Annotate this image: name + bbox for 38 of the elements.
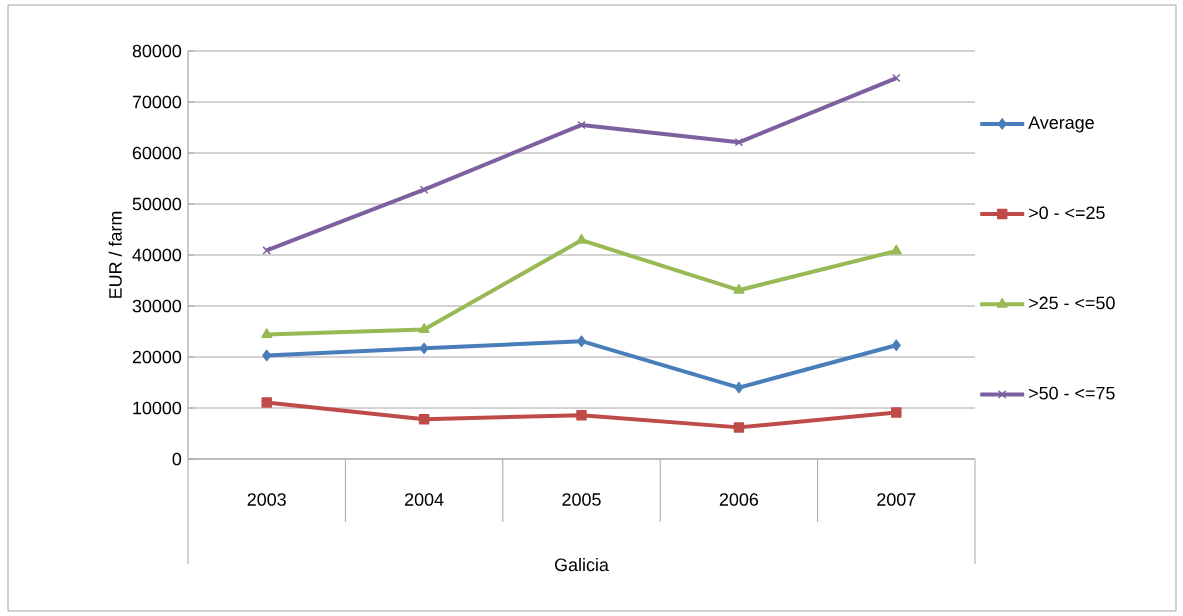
- y-tick-label: 80000: [132, 44, 182, 58]
- point: [262, 246, 271, 255]
- y-tick-label: 50000: [132, 197, 182, 211]
- point: [261, 397, 272, 408]
- legend-label: Average: [1028, 116, 1094, 133]
- y-tick-label: 0: [172, 452, 182, 466]
- x-tick-label: 2006: [719, 493, 759, 506]
- point: [733, 283, 745, 294]
- x-tick-label: 2007: [877, 493, 916, 506]
- x-tick-label: 2004: [405, 493, 444, 506]
- point: [892, 73, 901, 83]
- point: [418, 323, 430, 333]
- y-tick-label: 30000: [132, 299, 182, 313]
- point: [418, 413, 430, 425]
- point: [576, 409, 587, 421]
- legend-label: >50 - <=75: [1029, 386, 1115, 400]
- y-axis-title: EUR / farm: [108, 211, 122, 298]
- point: [891, 407, 902, 418]
- point: [733, 422, 745, 433]
- y-tick-label: 40000: [132, 248, 182, 262]
- x-tick-label: 2003: [247, 493, 286, 506]
- y-tick-label: 60000: [132, 146, 182, 160]
- y-tick-label: 10000: [133, 401, 182, 415]
- y-tick-label: 70000: [132, 95, 182, 109]
- point: [261, 328, 273, 339]
- point: [419, 185, 429, 195]
- point: [419, 342, 429, 355]
- point: [891, 339, 901, 352]
- point: [577, 335, 586, 347]
- point: [890, 244, 902, 255]
- point: [577, 120, 586, 130]
- point: [734, 138, 744, 147]
- legend-label: >25 - <=50: [1029, 296, 1115, 310]
- x-axis-title: Galicia: [555, 558, 609, 572]
- x-tick-label: 2005: [562, 493, 601, 506]
- legend-label: >0 - <=25: [1029, 206, 1105, 220]
- y-tick-label: 20000: [132, 350, 182, 364]
- point: [734, 381, 744, 394]
